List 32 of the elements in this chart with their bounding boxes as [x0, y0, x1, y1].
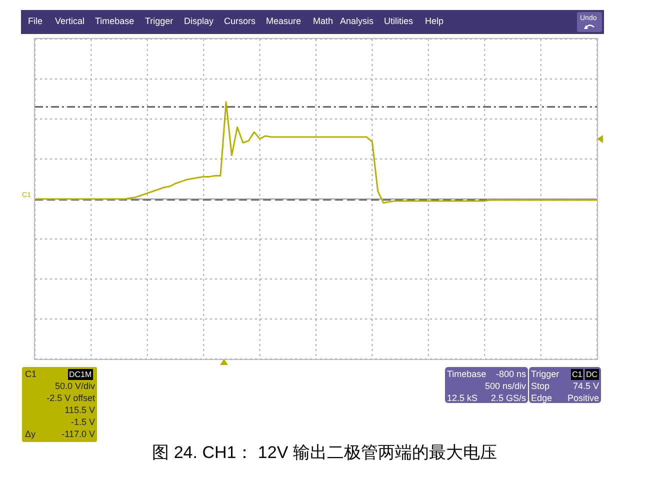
text: Δy	[25, 429, 36, 440]
text: C1	[571, 369, 584, 380]
text: Measure	[266, 16, 302, 27]
text: 115.5 V	[64, 405, 95, 416]
text: -117.0 V	[62, 429, 95, 440]
text: Timebase	[95, 16, 134, 27]
text: Positive	[567, 393, 599, 404]
text: -2.5 V offset	[46, 393, 95, 404]
text: Timebase	[447, 369, 486, 380]
text: Cursors	[224, 16, 256, 27]
text: Trigger	[531, 369, 560, 380]
text: Stop	[531, 381, 550, 392]
text: 50.0 V/div	[54, 381, 95, 392]
text: 74.5 V	[572, 381, 599, 392]
text: Utilities	[384, 16, 414, 27]
text: DC	[585, 369, 599, 380]
text: 图 24. CH1： 12V 输出二极管两端的最大电压	[151, 442, 498, 464]
text: Display	[184, 16, 214, 27]
text: File	[28, 16, 43, 27]
text: 500 ns/div	[484, 381, 526, 392]
text: Vertical	[55, 16, 85, 27]
text: Edge	[531, 393, 552, 404]
text: C1	[25, 369, 37, 380]
text: Math	[313, 16, 334, 27]
text: -1.5 V	[70, 417, 95, 428]
text: DC1M	[68, 369, 93, 380]
text: -800 ns	[496, 369, 526, 380]
text: Analysis	[340, 16, 374, 27]
text: 2.5 GS/s	[490, 393, 526, 404]
text: Help	[425, 16, 444, 27]
text: 12.5 kS	[447, 393, 478, 404]
text: Trigger	[145, 16, 174, 27]
